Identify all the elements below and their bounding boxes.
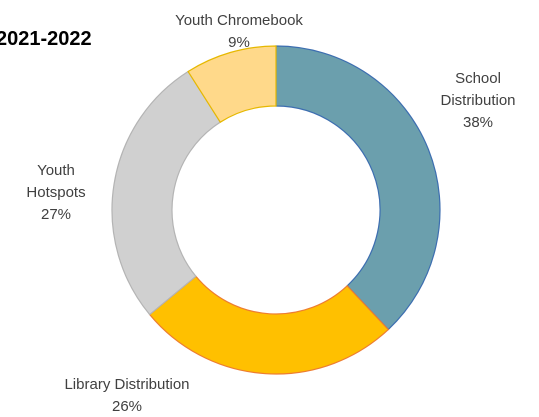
slice-youth-chromebook xyxy=(187,45,277,124)
slice-library-distribution xyxy=(148,275,390,375)
label-line: Hotspots xyxy=(26,184,85,201)
data-label-youth-chromebook: Youth Chromebook 9% xyxy=(175,12,303,51)
label-line: Library Distribution xyxy=(64,376,189,393)
label-line: 38% xyxy=(463,114,493,131)
data-label-school-distribution: School Distribution 38% xyxy=(440,70,515,131)
data-label-youth-hotspots: Youth Hotspots 27% xyxy=(26,162,85,223)
label-line: Youth Chromebook xyxy=(175,12,303,29)
slice-school-distribution xyxy=(275,45,441,331)
label-line: Distribution xyxy=(440,92,515,109)
chart-title: 2021-2022 xyxy=(0,28,92,50)
data-label-library-distribution: Library Distribution 26% xyxy=(64,376,189,415)
label-line: 9% xyxy=(228,34,250,51)
label-line: 26% xyxy=(112,398,142,415)
label-line: Youth xyxy=(37,162,75,179)
label-line: School xyxy=(455,70,501,87)
label-line: 27% xyxy=(41,206,71,223)
slice-youth-hotspots xyxy=(111,70,222,316)
